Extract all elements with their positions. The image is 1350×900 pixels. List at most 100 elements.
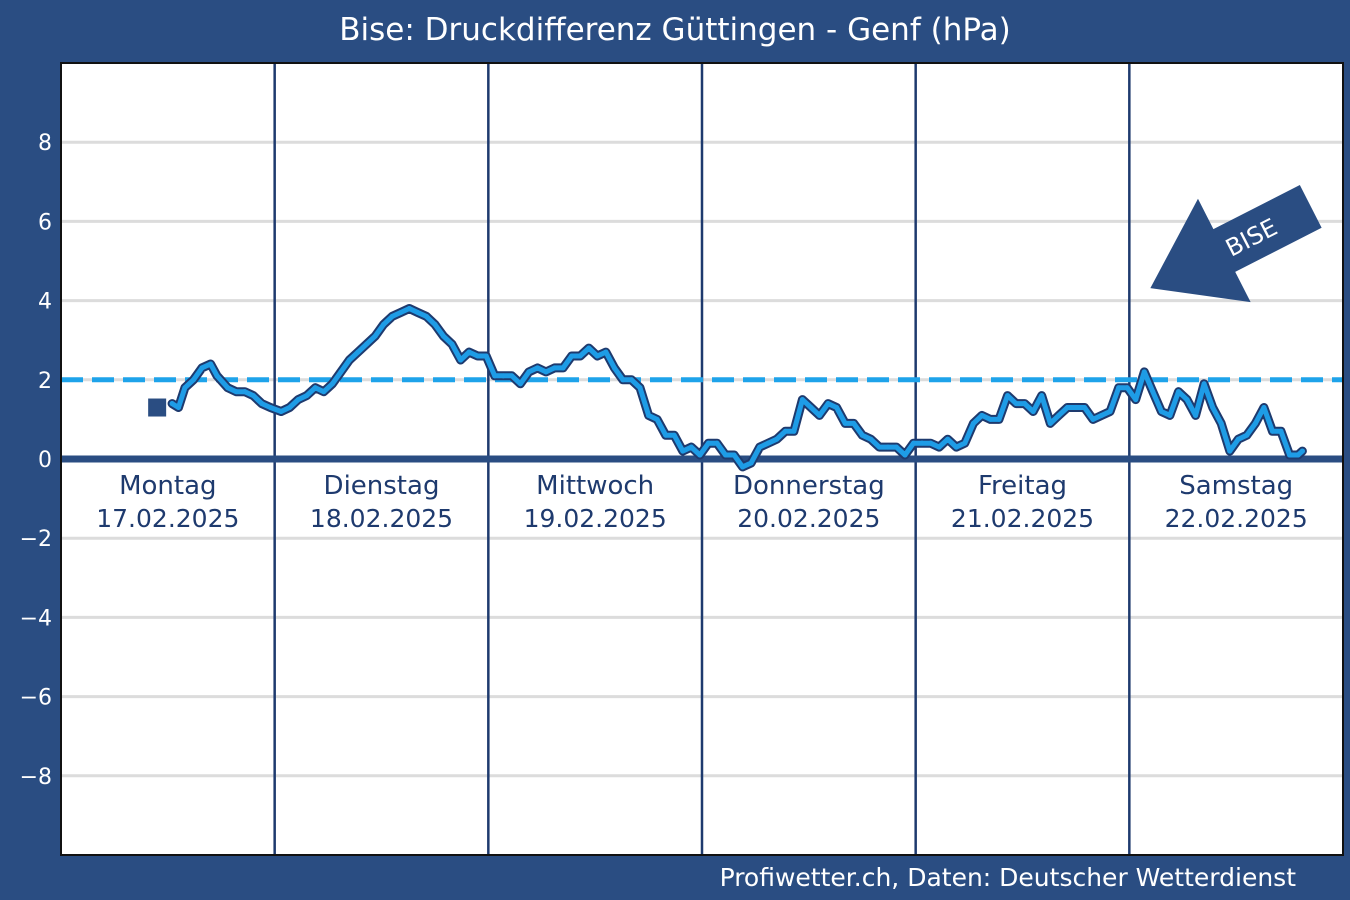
data-point [791,428,797,434]
data-point [199,365,205,371]
current-value-marker [148,398,167,417]
data-point [697,452,703,458]
data-point [500,373,506,379]
data-point [1090,416,1096,422]
data-point [834,405,840,411]
data-point [364,341,370,347]
data-point [1099,412,1105,418]
data-point [628,377,634,383]
data-point [970,420,976,426]
data-point [423,313,429,319]
data-point [1064,405,1070,411]
day-label-date: 18.02.2025 [310,504,453,533]
data-point [1116,385,1122,391]
data-point [919,440,925,446]
data-point [355,349,361,355]
data-point [859,432,865,438]
data-point [1252,420,1258,426]
data-point [817,412,823,418]
data-point [799,397,805,403]
day-label-date: 22.02.2025 [1165,504,1308,533]
data-point [637,385,643,391]
data-point [287,405,293,411]
data-point [748,460,754,466]
day-label-weekday: Dienstag [324,471,440,501]
data-point [868,436,874,442]
data-point [389,313,395,319]
data-point [1167,412,1173,418]
data-point [1124,385,1130,391]
data-point [688,444,694,450]
y-tick-label: 8 [38,131,52,156]
data-point [714,440,720,446]
data-point [902,452,908,458]
y-tick-label: −8 [20,765,52,790]
data-point [208,361,214,367]
data-point [928,440,934,446]
data-point [663,432,669,438]
data-point [1235,436,1241,442]
data-point [458,357,464,363]
data-point [1227,448,1233,454]
day-label-weekday: Mittwoch [536,471,654,501]
data-point [372,333,378,339]
data-point [1047,420,1053,426]
data-point [560,365,566,371]
data-point [594,353,600,359]
data-point [1261,405,1267,411]
data-point [945,436,951,442]
y-tick-label: 0 [38,448,52,473]
data-point [1278,428,1284,434]
data-point [765,440,771,446]
data-credit: Profiwetter.ch, Daten: Deutscher Wetterd… [719,863,1296,892]
data-point [1210,405,1216,411]
data-point [169,401,175,407]
data-point [851,420,857,426]
data-point [509,373,515,379]
y-tick-label: 6 [38,210,52,235]
data-point [808,405,814,411]
day-label-date: 21.02.2025 [951,504,1094,533]
data-point [250,393,256,399]
plot-border [60,62,1344,856]
chart-title: Bise: Druckdifferenz Güttingen - Genf (h… [339,12,1011,48]
data-point [987,416,993,422]
data-point [1107,408,1113,414]
data-point [740,464,746,470]
data-point [936,444,942,450]
day-label-date: 19.02.2025 [524,504,667,533]
data-point [979,412,985,418]
data-point [731,452,737,458]
y-tick-label: −2 [20,527,52,552]
day-label-weekday: Montag [119,471,216,501]
day-label-weekday: Freitag [978,471,1067,501]
data-point [654,416,660,422]
data-point [449,341,455,347]
day-label-date: 17.02.2025 [96,504,239,533]
data-point [996,416,1002,422]
data-point [321,389,327,395]
data-point [885,444,891,450]
y-tick-label: −6 [20,686,52,711]
day-label-date: 20.02.2025 [737,504,880,533]
data-point [225,385,231,391]
data-point [440,333,446,339]
data-point [1150,389,1156,395]
data-point [586,345,592,351]
bise-arrow-icon: BISE [1150,185,1322,303]
data-point [214,373,220,379]
data-point [526,369,532,375]
data-point [398,309,404,315]
data-point [233,389,239,395]
y-tick-label: −4 [20,606,52,631]
data-point [1081,405,1087,411]
data-point [1201,381,1207,387]
data-point [475,353,481,359]
data-point [534,365,540,371]
data-point [552,365,558,371]
data-point [953,444,959,450]
data-point [329,381,335,387]
data-point [295,397,301,403]
data-point [278,408,284,414]
